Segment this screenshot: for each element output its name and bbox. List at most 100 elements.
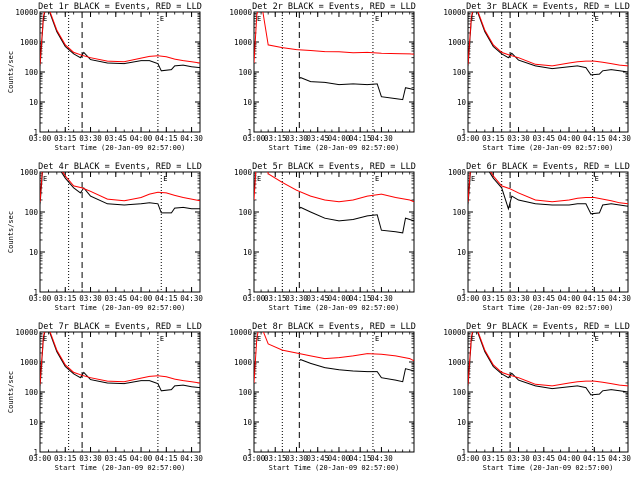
x-tick-label: 03:15 <box>482 134 505 143</box>
corner-mark-right: E <box>595 335 599 343</box>
x-tick-label: 03:00 <box>243 134 266 143</box>
x-tick-label: 04:30 <box>608 134 631 143</box>
events-series-line <box>40 12 200 72</box>
x-tick-label: 03:00 <box>243 454 266 463</box>
x-tick-label: 03:00 <box>243 294 266 303</box>
events-series-line <box>468 12 628 76</box>
y-tick-label: 100 <box>24 388 38 397</box>
corner-mark-left: E <box>471 335 475 343</box>
corner-mark-left: E <box>471 175 475 183</box>
x-axis-label: Start Time (20-Jan-09 02:57:00) <box>55 144 186 152</box>
events-series-line <box>468 172 628 215</box>
events-series-line <box>40 332 200 392</box>
corner-mark-left: E <box>257 335 261 343</box>
x-tick-label: 04:15 <box>155 134 178 143</box>
x-tick-label: 04:15 <box>155 294 178 303</box>
x-axis-label: Start Time (20-Jan-09 02:57:00) <box>269 144 400 152</box>
x-axis-label: Start Time (20-Jan-09 02:57:00) <box>55 464 186 472</box>
x-tick-label: 04:00 <box>558 294 581 303</box>
chart-panel-3: 1 10 100 1000 10000 03:00 03:15 03:30 03:45 04:00… <box>443 2 631 152</box>
x-tick-label: 03:45 <box>533 454 556 463</box>
chart-title: Det 5r BLACK = Events, RED = LLD <box>252 162 416 172</box>
lld-series-line <box>40 12 200 65</box>
x-tick-label: 03:30 <box>507 134 530 143</box>
corner-mark-left: E <box>471 15 475 23</box>
lld-series-line <box>468 332 628 387</box>
y-tick-label: 1 <box>33 128 38 137</box>
x-tick-label: 04:30 <box>370 294 393 303</box>
x-tick-label: 03:15 <box>482 454 505 463</box>
events-series-line <box>298 359 414 383</box>
x-tick-label: 03:15 <box>54 294 77 303</box>
plot-frame <box>253 11 415 133</box>
x-tick-label: 03:30 <box>79 454 102 463</box>
x-tick-label: 04:00 <box>130 134 153 143</box>
chart-title: Det 1r BLACK = Events, RED = LLD <box>38 2 202 12</box>
x-tick-label: 03:15 <box>264 294 287 303</box>
y-tick-label: 1 <box>461 288 466 297</box>
y-tick-label: 1000 <box>448 168 467 177</box>
chart-title: Det 4r BLACK = Events, RED = LLD <box>38 162 202 172</box>
x-tick-label: 03:15 <box>264 454 287 463</box>
y-tick-label: 1 <box>247 288 252 297</box>
y-tick-label: 1000 <box>448 358 467 367</box>
x-tick-label: 04:00 <box>328 454 351 463</box>
y-tick-label: 10000 <box>229 8 252 17</box>
x-tick-label: 04:30 <box>180 454 203 463</box>
chart-title: Det 2r BLACK = Events, RED = LLD <box>252 2 416 12</box>
x-tick-label: 04:00 <box>130 454 153 463</box>
corner-mark-left: E <box>257 175 261 183</box>
y-tick-label: 100 <box>24 208 38 217</box>
chart-panel-8: 1 10 100 1000 10000 03:0003:1503:3003:4504:00… <box>229 322 415 472</box>
y-tick-label: 10 <box>243 248 253 257</box>
y-tick-label: 10 <box>29 98 39 107</box>
y-tick-label: 1000 <box>20 38 39 47</box>
lld-series-line <box>254 332 414 384</box>
x-axis-label: Start Time (20-Jan-09 02:57:00) <box>269 464 400 472</box>
x-tick-label: 04:15 <box>349 134 372 143</box>
y-tick-label: 10 <box>29 418 39 427</box>
x-tick-label: 03:00 <box>457 294 480 303</box>
corner-mark-left: E <box>43 175 47 183</box>
x-tick-label: 03:45 <box>533 134 556 143</box>
y-axis-label: Counts/sec <box>7 51 15 93</box>
y-tick-label: 1000 <box>20 168 39 177</box>
events-series-line <box>40 172 200 214</box>
lld-series-line <box>40 172 200 202</box>
x-tick-label: 03:00 <box>457 134 480 143</box>
y-tick-label: 100 <box>452 68 466 77</box>
corner-mark-right: E <box>160 335 164 343</box>
corner-mark-right: E <box>375 335 379 343</box>
y-tick-label: 10000 <box>443 328 466 337</box>
plot-frame <box>39 171 201 293</box>
x-tick-label: 03:45 <box>105 454 128 463</box>
chart-panel-2: 1 10 100 1000 10000 03:0003:1503:3003:4504:00… <box>229 2 415 152</box>
chart-panel-7: 1 10 100 1000 10000 03:00 03:15 03:30 03:45 04:00… <box>7 322 203 472</box>
plot-frame <box>467 171 629 293</box>
x-tick-label: 04:15 <box>155 454 178 463</box>
lld-series-line <box>254 12 414 64</box>
y-tick-label: 1 <box>247 448 252 457</box>
lld-series-line <box>468 12 628 67</box>
x-tick-label: 03:30 <box>79 134 102 143</box>
chart-title: Det 7r BLACK = Events, RED = LLD <box>38 322 202 332</box>
chart-panel-4: 1 10 100 1000 03:00 03:15 03:30 03:45 04:00 04:15… <box>7 162 203 312</box>
corner-mark-right: E <box>375 15 379 23</box>
x-tick-label: 04:30 <box>608 294 631 303</box>
x-axis-label: Start Time (20-Jan-09 02:57:00) <box>483 304 614 312</box>
corner-mark-right: E <box>375 175 379 183</box>
x-tick-label: 04:00 <box>558 134 581 143</box>
y-tick-label: 100 <box>452 208 466 217</box>
x-tick-label: 03:45 <box>306 454 329 463</box>
events-series-line <box>298 77 414 101</box>
corner-mark-left: E <box>43 15 47 23</box>
y-tick-label: 10 <box>243 98 253 107</box>
x-tick-label: 03:30 <box>285 134 308 143</box>
x-tick-label: 03:30 <box>507 294 530 303</box>
x-tick-label: 04:30 <box>608 454 631 463</box>
y-tick-label: 10 <box>457 418 467 427</box>
y-axis-label: Counts/sec <box>7 371 15 413</box>
y-tick-label: 1000 <box>448 38 467 47</box>
chart-title: Det 9r BLACK = Events, RED = LLD <box>466 322 630 332</box>
